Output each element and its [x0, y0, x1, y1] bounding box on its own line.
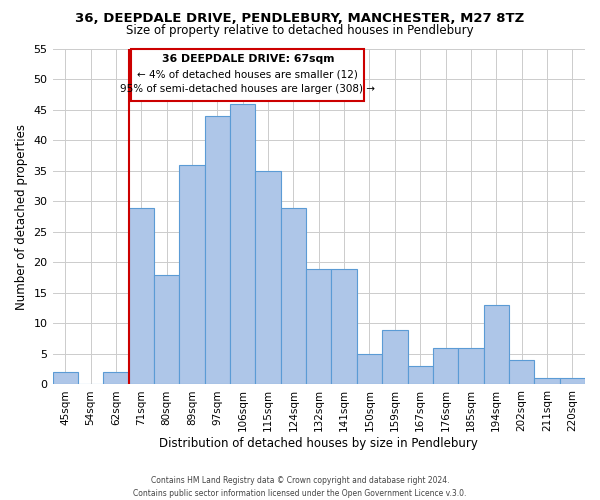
Bar	[407, 366, 433, 384]
Text: Size of property relative to detached houses in Pendlebury: Size of property relative to detached ho…	[126, 24, 474, 37]
Bar	[179, 165, 205, 384]
Bar	[205, 116, 230, 384]
Bar	[433, 348, 458, 385]
Text: 36 DEEPDALE DRIVE: 67sqm: 36 DEEPDALE DRIVE: 67sqm	[161, 54, 334, 64]
Y-axis label: Number of detached properties: Number of detached properties	[15, 124, 28, 310]
Bar	[281, 208, 306, 384]
Bar	[560, 378, 585, 384]
Text: 95% of semi-detached houses are larger (308) →: 95% of semi-detached houses are larger (…	[120, 84, 375, 94]
Bar	[154, 274, 179, 384]
Bar	[306, 268, 331, 384]
X-axis label: Distribution of detached houses by size in Pendlebury: Distribution of detached houses by size …	[160, 437, 478, 450]
Bar	[53, 372, 78, 384]
Bar	[230, 104, 256, 384]
Bar	[458, 348, 484, 385]
Text: ← 4% of detached houses are smaller (12): ← 4% of detached houses are smaller (12)	[137, 69, 358, 79]
Bar	[103, 372, 128, 384]
Bar	[131, 49, 364, 101]
Text: 36, DEEPDALE DRIVE, PENDLEBURY, MANCHESTER, M27 8TZ: 36, DEEPDALE DRIVE, PENDLEBURY, MANCHEST…	[76, 12, 524, 26]
Bar	[484, 305, 509, 384]
Bar	[509, 360, 534, 384]
Bar	[256, 171, 281, 384]
Bar	[128, 208, 154, 384]
Bar	[382, 330, 407, 384]
Bar	[534, 378, 560, 384]
Bar	[357, 354, 382, 384]
Bar	[331, 268, 357, 384]
Text: Contains HM Land Registry data © Crown copyright and database right 2024.
Contai: Contains HM Land Registry data © Crown c…	[133, 476, 467, 498]
